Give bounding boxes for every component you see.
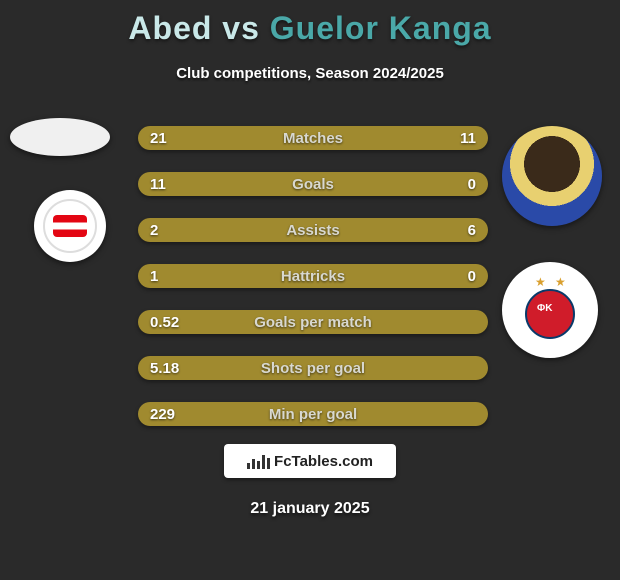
badge-text: ΦK — [537, 303, 552, 314]
bar-icon — [257, 461, 260, 469]
psv-badge-icon — [43, 199, 97, 253]
stat-value-left: 0.52 — [150, 314, 179, 331]
stat-label: Goals — [292, 176, 334, 193]
stat-value-left: 229 — [150, 406, 175, 423]
bar-icon — [252, 459, 255, 469]
stat-value-left: 11 — [150, 176, 166, 193]
stat-row: 11 Goals 0 — [138, 172, 488, 196]
stat-label: Matches — [283, 130, 343, 147]
stat-value-right: 0 — [468, 268, 476, 285]
stat-value-right: 0 — [468, 176, 476, 193]
stat-row: 1 Hattricks 0 — [138, 264, 488, 288]
stat-value-left: 2 — [150, 222, 158, 239]
stat-row: 229 Min per goal — [138, 402, 488, 426]
stat-label: Min per goal — [269, 406, 357, 423]
watermark: FcTables.com — [224, 444, 396, 478]
comparison-title: Abed vs Guelor Kanga — [0, 0, 620, 47]
player2-avatar — [502, 126, 602, 226]
bar-icon — [262, 455, 265, 469]
player1-name: Abed — [128, 10, 212, 46]
star-icon: ★ — [555, 275, 566, 289]
stats-container: 21 Matches 11 11 Goals 0 2 Assists 6 1 Hattricks 0 0… — [138, 126, 488, 448]
player1-club-badge — [34, 190, 106, 262]
stat-row: 21 Matches 11 — [138, 126, 488, 150]
player2-club-badge: ★ ★ ΦK — [502, 262, 598, 358]
bar-icon — [247, 463, 250, 469]
subtitle: Club competitions, Season 2024/2025 — [0, 65, 620, 82]
stat-value-left: 5.18 — [150, 360, 179, 377]
stat-label: Hattricks — [281, 268, 345, 285]
stat-value-right: 11 — [460, 130, 476, 147]
vs-label: vs — [222, 10, 260, 46]
watermark-bars-icon — [247, 453, 270, 469]
stat-value-left: 21 — [150, 130, 167, 147]
player2-name: Guelor Kanga — [270, 10, 492, 46]
stat-label: Shots per goal — [261, 360, 365, 377]
stat-row: 0.52 Goals per match — [138, 310, 488, 334]
watermark-text: FcTables.com — [274, 453, 373, 470]
date-label: 21 january 2025 — [0, 500, 620, 518]
stat-row: 2 Assists 6 — [138, 218, 488, 242]
badge-circle — [525, 289, 575, 339]
bar-icon — [267, 458, 270, 469]
stat-value-right: 6 — [468, 222, 476, 239]
stat-value-left: 1 — [150, 268, 158, 285]
crvena-zvezda-badge-icon: ★ ★ ΦK — [517, 277, 583, 343]
stat-label: Goals per match — [254, 314, 372, 331]
stat-row: 5.18 Shots per goal — [138, 356, 488, 380]
player1-avatar — [10, 118, 110, 156]
stat-label: Assists — [286, 222, 339, 239]
star-icon: ★ — [535, 275, 546, 289]
